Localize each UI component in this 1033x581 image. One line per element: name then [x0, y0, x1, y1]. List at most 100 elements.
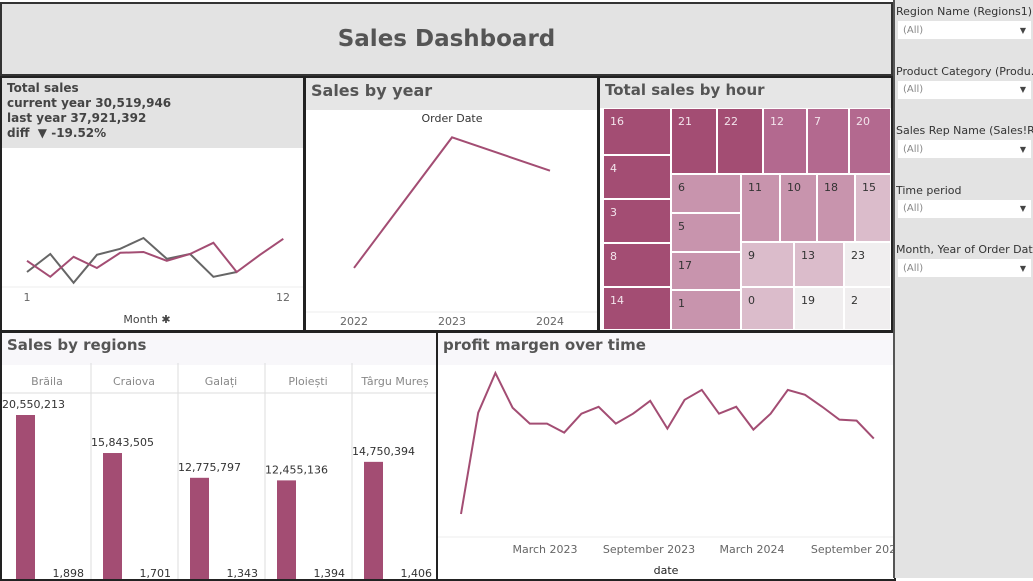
treemap-cell-hour-5[interactable]: 5	[671, 213, 741, 252]
filter-dropdown[interactable]: (All) ▼	[898, 140, 1031, 158]
sales-by-regions-chart[interactable]: Brăila 20,550,213 1,898 Craiova 15,843,505 1,…	[2, 363, 437, 581]
filter-dropdown[interactable]: (All) ▼	[898, 259, 1031, 277]
treemap-cell-hour-6[interactable]: 6	[671, 174, 741, 213]
treemap-cell-hour-11[interactable]: 11	[741, 174, 780, 242]
panel-title: profit margen over time	[438, 333, 894, 365]
treemap-cell-hour-21[interactable]: 21	[671, 108, 717, 174]
x-axis-label: Month ✱	[123, 313, 170, 326]
filter-label: Sales Rep Name (Sales!R..	[896, 124, 1033, 137]
x-tick: 12	[276, 291, 290, 304]
chevron-down-icon: ▼	[1019, 144, 1026, 154]
chevron-down-icon: ▼	[1019, 85, 1026, 94]
region-label: Craiova	[113, 375, 155, 388]
treemap-cell-hour-20[interactable]: 20	[849, 108, 891, 174]
panel-title: Sales by year	[306, 78, 597, 110]
treemap-cell-hour-3[interactable]: 3	[603, 199, 671, 243]
title-bar: Sales Dashboard	[0, 2, 893, 76]
treemap-cell-hour-2[interactable]: 2	[844, 287, 891, 330]
kpi-last-year: last year 37,921,392	[7, 111, 147, 125]
filter-label: Product Category (Produ..	[896, 64, 1033, 78]
filter-2: Sales Rep Name (Sales!R.. (All) ▼	[895, 124, 1033, 158]
bar-sales[interactable]	[190, 477, 209, 581]
kpi-current-year: current year 30,519,946	[7, 96, 172, 110]
bar-label-secondary: 1,343	[227, 567, 259, 580]
triangle-down-icon: ▼	[37, 126, 48, 140]
bar-label-secondary: 1,701	[140, 567, 172, 580]
panel-title: Total sales by hour	[600, 78, 891, 108]
bar-label-secondary: 1,898	[53, 567, 85, 580]
filter-value: (All)	[903, 84, 924, 95]
bar-sales[interactable]	[16, 415, 35, 581]
bar-label: 12,775,797	[178, 461, 241, 474]
bar-label-secondary: 1,394	[314, 567, 346, 580]
filter-1: Product Category (Produ.. (All) ▼	[895, 65, 1033, 99]
bar-sales[interactable]	[277, 480, 296, 581]
filter-label: Month, Year of Order Date	[896, 243, 1033, 256]
total-sales-panel: Total sales current year 30,519,946 last…	[0, 76, 305, 332]
treemap-cell-hour-22[interactable]: 22	[717, 108, 763, 174]
kpi-diff-value: -19.52%	[51, 126, 107, 140]
treemap-cell-hour-16[interactable]: 16	[603, 108, 671, 155]
filter-value: (All)	[903, 24, 924, 36]
x-tick: September 2024	[811, 543, 896, 556]
profit-margin-panel: profit margen over time date March 2023 S…	[436, 331, 896, 581]
series-line-last-year[interactable]	[26, 236, 237, 285]
region-label: Ploiești	[288, 375, 327, 388]
bar-label: 15,843,505	[91, 436, 154, 449]
filter-value: (All)	[903, 143, 924, 155]
chevron-down-icon: ▼	[1019, 263, 1026, 273]
sales-by-year-chart[interactable]: Order Date 2022 2023 2024	[306, 110, 597, 330]
page-title: Sales Dashboard	[337, 26, 556, 52]
sales-line[interactable]	[353, 136, 551, 269]
treemap-cell-hour-23[interactable]: 23	[844, 242, 891, 287]
treemap-cell-hour-18[interactable]: 18	[817, 174, 855, 242]
filter-dropdown[interactable]: (All) ▼	[898, 80, 1031, 99]
x-tick: 1	[24, 291, 31, 304]
treemap-cell-hour-19[interactable]: 19	[794, 287, 844, 330]
kpi-box: Total sales current year 30,519,946 last…	[2, 78, 303, 148]
region-label: Brăila	[31, 375, 63, 388]
sales-by-year-panel: Sales by year Order Date 2022 2023 2024	[304, 76, 599, 332]
x-tick: March 2023	[512, 543, 577, 556]
monthly-sales-chart[interactable]: 1 12 Month ✱	[2, 148, 303, 332]
treemap-cell-hour-17[interactable]: 17	[671, 252, 741, 290]
x-tick: 2022	[340, 315, 368, 328]
filter-value: (All)	[903, 262, 924, 274]
treemap-cell-hour-8[interactable]: 8	[603, 243, 671, 287]
treemap-cell-hour-1[interactable]: 1	[671, 290, 741, 330]
sales-by-regions-panel: Sales by regions Brăila 20,550,213 1,898 Cr…	[0, 331, 437, 581]
treemap-cell-hour-9[interactable]: 9	[741, 242, 794, 287]
x-tick: 2024	[536, 315, 564, 328]
bar-sales[interactable]	[364, 461, 383, 581]
treemap-cell-hour-12[interactable]: 12	[763, 108, 807, 174]
series-line-current-year[interactable]	[26, 237, 284, 279]
filter-label: Region Name (Regions1)	[896, 5, 1033, 18]
bar-label: 20,550,213	[2, 398, 65, 411]
treemap: 16 4 3 8 14 21 22 12 7 20 6 5 17 1 11 10 18 15 9 13 23 0 19 2	[600, 78, 891, 330]
kpi-title: Total sales	[7, 81, 79, 95]
treemap-cell-hour-0[interactable]: 0	[741, 287, 794, 330]
filter-4: Month, Year of Order Date (All) ▼	[895, 243, 1033, 277]
bar-label: 12,455,136	[265, 463, 328, 476]
bar-label-secondary: 1,406	[401, 567, 433, 580]
filter-dropdown[interactable]: (All) ▼	[898, 199, 1031, 218]
treemap-cell-hour-10[interactable]: 10	[780, 174, 817, 242]
bar-sales[interactable]	[103, 453, 122, 581]
profit-margin-chart[interactable]: date March 2023 September 2023 March 2024 S…	[438, 333, 896, 581]
profit-line[interactable]	[460, 370, 875, 515]
filter-dropdown[interactable]: (All) ▼	[898, 21, 1031, 39]
x-tick: March 2024	[719, 543, 784, 556]
filter-0: Region Name (Regions1) (All) ▼	[895, 5, 1032, 39]
filter-value: (All)	[903, 203, 924, 214]
region-label: Târgu Mureș	[360, 375, 428, 388]
treemap-cell-hour-7[interactable]: 7	[807, 108, 849, 174]
chevron-down-icon: ▼	[1019, 204, 1026, 213]
column-header: Order Date	[421, 112, 482, 125]
treemap-cell-hour-13[interactable]: 13	[794, 242, 844, 287]
x-axis-label: date	[654, 564, 679, 577]
kpi-diff: diff ▼ -19.52%	[7, 126, 107, 140]
region-label: Galați	[205, 375, 237, 388]
treemap-cell-hour-14[interactable]: 14	[603, 287, 671, 330]
treemap-cell-hour-4[interactable]: 4	[603, 155, 671, 199]
treemap-cell-hour-15[interactable]: 15	[855, 174, 891, 242]
